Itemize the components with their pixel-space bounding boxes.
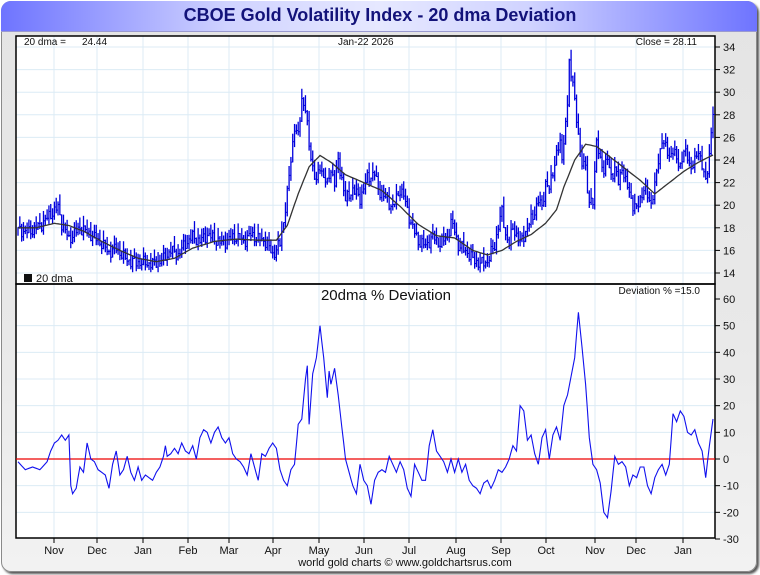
price-ytick-label: 34 — [723, 42, 735, 54]
close-value: Close = 28.11 — [636, 37, 698, 48]
xtick-label: Feb — [179, 545, 198, 557]
axes: 14 16 18 20 22 24 26 28 30 32 34 -30 -20 -10 0 10 20 30 40… — [44, 42, 739, 557]
xtick-label: Jan — [134, 545, 152, 557]
xtick-label: Dec — [626, 545, 646, 557]
xtick-label: May — [309, 545, 330, 557]
xtick-label: Dec — [87, 545, 107, 557]
deviation-panel-title: 20dma % Deviation — [321, 287, 451, 304]
dev-ytick-label: 50 — [723, 321, 735, 333]
deviation-line — [17, 312, 714, 520]
gridlines — [16, 36, 715, 538]
xtick-label: Mar — [220, 545, 239, 557]
xtick-label: Jun — [355, 545, 373, 557]
plot-background — [16, 36, 715, 538]
dev-ytick-label: -30 — [723, 534, 739, 546]
price-ytick-label: 32 — [723, 65, 735, 77]
dev-ytick-label: 10 — [723, 427, 735, 439]
price-ytick-label: 26 — [723, 132, 735, 144]
xtick-label: Aug — [446, 545, 466, 557]
price-ytick-label: 14 — [723, 268, 735, 280]
dma-line — [18, 143, 714, 263]
xtick-label: Apr — [264, 545, 281, 557]
chart-title: CBOE Gold Volatility Index - 20 dma Devi… — [183, 5, 577, 25]
legend-swatch-20dma — [24, 274, 32, 282]
xtick-label: Oct — [537, 545, 554, 557]
chart-date: Jan-22 2026 — [338, 37, 394, 48]
dev-ytick-label: 0 — [723, 454, 729, 466]
xtick-label: Jul — [402, 545, 416, 557]
price-ytick-label: 24 — [723, 155, 735, 167]
title-bar — [1, 1, 757, 32]
dev-ytick-label: 30 — [723, 374, 735, 386]
price-ytick-label: 28 — [723, 110, 735, 122]
dev-ytick-label: 40 — [723, 347, 735, 359]
legend-label-20dma: 20 dma — [36, 273, 74, 285]
price-ytick-label: 16 — [723, 245, 735, 257]
dev-ytick-label: 20 — [723, 401, 735, 413]
dev-ytick-label: -10 — [723, 481, 739, 493]
price-ytick-label: 18 — [723, 223, 735, 235]
deviation-series — [16, 312, 715, 520]
xtick-label: Nov — [44, 545, 64, 557]
deviation-panel — [15, 283, 716, 539]
price-ytick-label: 30 — [723, 87, 735, 99]
dma-label: 20 dma = — [24, 37, 66, 48]
price-ytick-label: 22 — [723, 178, 735, 190]
xtick-label: Jan — [674, 545, 692, 557]
dev-ytick-label: 60 — [723, 294, 735, 306]
deviation-value: Deviation % =15.0 — [619, 286, 701, 297]
dev-ytick-label: -20 — [723, 507, 739, 519]
dma-value: 24.44 — [82, 37, 107, 48]
xtick-label: Nov — [585, 545, 605, 557]
price-ytick-label: 20 — [723, 200, 735, 212]
xtick-label: Sep — [491, 545, 511, 557]
price-series — [17, 49, 715, 273]
footer-credit: world gold charts © www.goldchartsrus.co… — [298, 557, 512, 569]
